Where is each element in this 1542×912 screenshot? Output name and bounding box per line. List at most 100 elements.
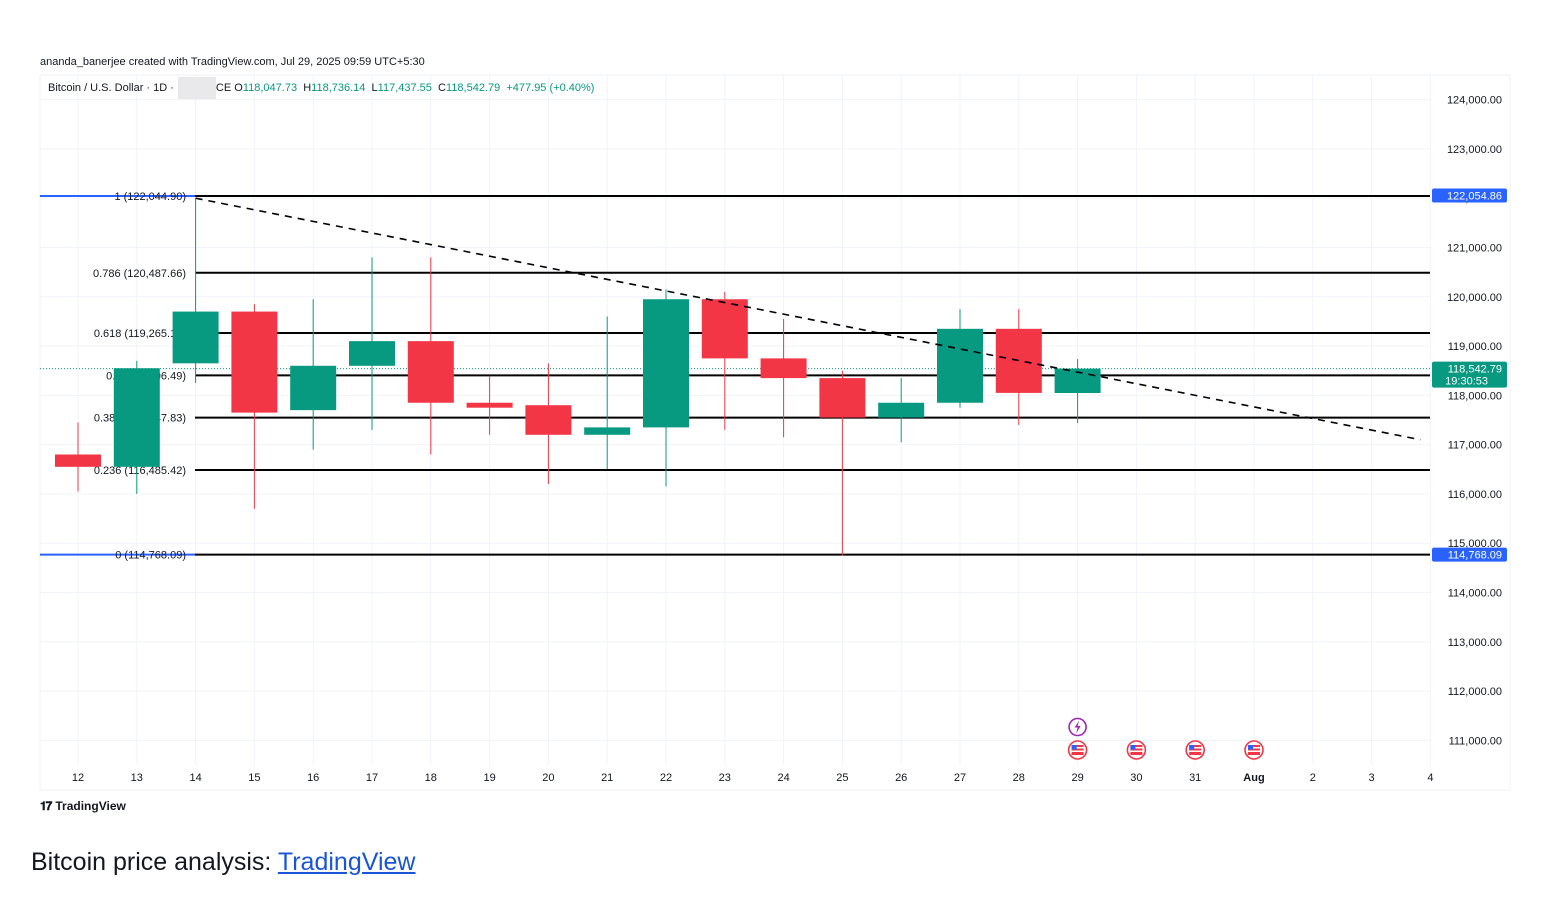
x-tick-label: 13: [131, 772, 143, 784]
us-flag-stripe: [1071, 750, 1084, 752]
x-tick-label: 27: [954, 772, 966, 784]
axes-layer: 111,000.00 112,000.00 113,000.00 114,000.00…: [72, 95, 1507, 784]
open-key: O: [234, 82, 243, 94]
figure-caption: Bitcoin price analysis: TradingView: [31, 848, 415, 877]
price-label-text: 122,054.86: [1447, 191, 1502, 203]
low-value: 117,437.55: [377, 82, 432, 94]
close-key: C: [438, 82, 446, 94]
price-label-box: [1432, 547, 1507, 562]
us-flag-stripe: [1189, 750, 1202, 752]
us-flag-canton: [1071, 745, 1077, 750]
y-tick-label: 120,000.00: [1447, 292, 1502, 304]
price-label-text: 114,768.09: [1448, 550, 1502, 562]
caption-link[interactable]: TradingView: [277, 848, 416, 876]
us-flag-stripe: [1130, 747, 1143, 749]
tradingview-logo-icon: 𝟏𝟕: [40, 799, 52, 813]
events-layer: [1067, 717, 1264, 760]
x-tick-label: 14: [189, 772, 201, 784]
candle-body: [584, 427, 631, 435]
chart-credit: ananda_banerjee created with TradingView…: [40, 56, 425, 68]
us-flag-stripes: [1189, 745, 1202, 755]
symbol-label[interactable]: Bitcoin / U.S. Dollar · 1D ·: [48, 82, 174, 94]
x-tick-label: 2: [1310, 772, 1316, 784]
y-tick-label: 118,000.00: [1448, 390, 1502, 402]
tradingview-logo[interactable]: 𝟏𝟕 TradingView: [40, 799, 126, 814]
x-tick-label: 24: [777, 772, 789, 784]
x-tick-label: 4: [1427, 772, 1433, 784]
grid-layer: [39, 74, 1511, 791]
x-tick-label: 23: [719, 772, 731, 784]
tradingview-brand: TradingView: [55, 799, 126, 813]
x-tick-label: 17: [366, 772, 378, 784]
chart-frame: [39, 74, 1511, 791]
x-tick-label: 19: [483, 772, 495, 784]
us-flag-stripes: [1071, 745, 1084, 755]
candle-body: [701, 299, 748, 359]
us-flag-stripe: [1189, 747, 1202, 749]
x-tick-label: 31: [1189, 772, 1201, 784]
x-tick-label: 20: [542, 772, 554, 784]
price-countdown-text: 19:30:53: [1445, 376, 1488, 388]
candle-body: [937, 328, 983, 403]
y-tick-label: 119,000.00: [1448, 341, 1502, 353]
price-label-text: 118,542.79: [1448, 364, 1502, 376]
descending-trendline: [195, 197, 1421, 441]
y-tick-label: 112,000.00: [1448, 686, 1502, 698]
x-tick-label: 15: [248, 772, 260, 784]
candle-body: [407, 341, 454, 403]
ohlc-legend: Bitcoin / U.S. Dollar · 1D · CE O118,047.…: [48, 77, 595, 100]
candle-body: [172, 311, 219, 364]
us-flag-canton: [1189, 745, 1195, 750]
us-flag-stripes: [1130, 745, 1143, 755]
fib-level-label: 0.618 (119,265.16): [94, 328, 186, 340]
y-tick-label: 124,000.00: [1447, 95, 1502, 107]
y-tick-label: 113,000.00: [1448, 637, 1502, 649]
candle-body: [290, 365, 337, 411]
high-key: H: [303, 82, 312, 94]
candle-body: [819, 378, 866, 418]
caption-text: Bitcoin price analysis:: [31, 848, 272, 876]
us-flag-stripes: [1248, 745, 1260, 755]
x-tick-label: 30: [1130, 772, 1142, 784]
x-tick-label: 26: [895, 772, 907, 784]
exchange-tail: CE: [215, 82, 232, 94]
fib-level-label: 1 (122,044.90): [114, 191, 186, 203]
candle-body: [995, 328, 1042, 393]
y-tick-label: 116,000.00: [1448, 489, 1502, 501]
candle-body: [643, 299, 689, 428]
x-tick-label: 16: [307, 772, 319, 784]
lightning-icon-bolt: [1074, 720, 1081, 734]
x-tick-label: 25: [836, 772, 848, 784]
y-tick-label: 111,000.00: [1449, 735, 1502, 747]
candle-body: [349, 341, 395, 366]
us-flag-stripe: [1248, 747, 1260, 749]
x-tick-label: 22: [660, 772, 672, 784]
y-tick-label: 117,000.00: [1448, 440, 1502, 452]
price-label-box: [1432, 188, 1507, 203]
x-tick-label: 21: [601, 772, 613, 784]
y-tick-label: 123,000.00: [1447, 144, 1502, 156]
price-label-box: [1432, 361, 1507, 388]
candle-body: [55, 454, 101, 467]
trendline-layer: [195, 197, 1421, 441]
x-tick-label: 3: [1369, 772, 1375, 784]
fib-level-label: 0.236 (116,485.42): [94, 465, 186, 477]
fib-level-label: 0 (114,768.09): [115, 550, 186, 562]
change-value: +477.95 (+0.40%): [506, 82, 595, 94]
high-value: 118,736.14: [311, 82, 366, 94]
open-value: 118,047.73: [242, 82, 298, 94]
fibonacci-retracement[interactable]: 1 (122,044.90) 0.786 (120,487.66) 0.618 (1…: [40, 191, 1430, 562]
x-tick-label: 12: [72, 772, 84, 784]
candle-body: [231, 311, 278, 413]
us-flag-stripe: [1071, 747, 1084, 749]
x-tick-label: Aug: [1243, 772, 1264, 784]
us-flag-canton: [1130, 745, 1136, 750]
y-tick-label: 121,000.00: [1447, 243, 1502, 255]
candle-body: [760, 358, 807, 379]
x-tick-label: 18: [425, 772, 437, 784]
y-tick-label: 114,000.00: [1448, 588, 1502, 600]
fib-level-label: 0.786 (120,487.66): [93, 268, 186, 280]
redacted-exchange: [177, 77, 216, 100]
candle-body: [525, 405, 572, 435]
